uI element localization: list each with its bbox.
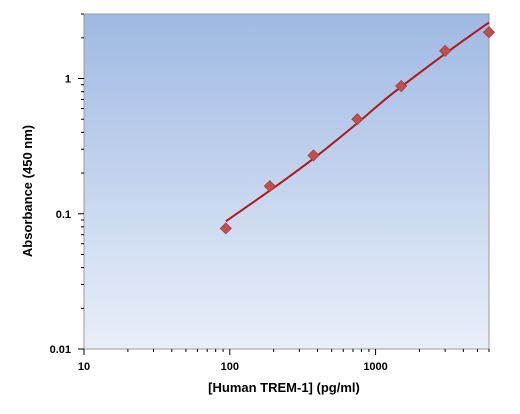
data-point (439, 44, 452, 57)
data-point (395, 79, 408, 93)
x-tick-label: 100 (221, 361, 239, 373)
data-point (351, 113, 364, 126)
plot-area (83, 13, 490, 350)
y-axis-title: Absorbance (450 nm) (20, 125, 35, 257)
y-tick-label: 1 (65, 74, 71, 86)
data-point (307, 149, 320, 162)
y-tick-label: 0.01 (50, 344, 71, 356)
data-point (219, 222, 232, 235)
x-tick-label: 10 (78, 361, 90, 373)
data-point (263, 180, 276, 193)
x-tick-label: 1000 (363, 361, 387, 373)
y-tick-label: 0.1 (56, 209, 71, 221)
data-point (482, 26, 496, 39)
x-axis-title: [Human TREM-1] (pg/ml) (208, 380, 360, 395)
